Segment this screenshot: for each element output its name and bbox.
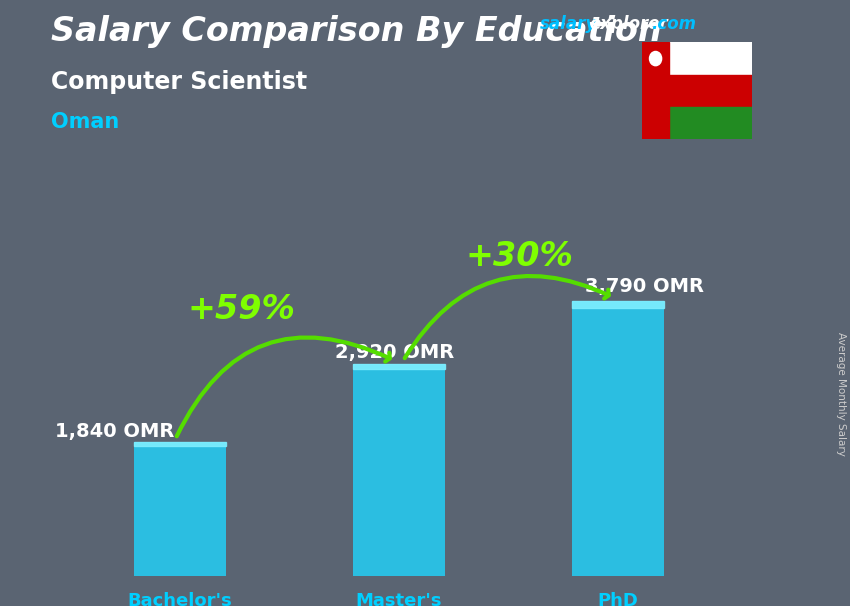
Text: Computer Scientist: Computer Scientist <box>51 70 307 94</box>
Bar <box>642 75 752 107</box>
Bar <box>642 107 752 139</box>
Bar <box>353 364 445 576</box>
Text: +30%: +30% <box>465 241 573 273</box>
Bar <box>134 442 226 576</box>
Bar <box>572 301 664 576</box>
Text: Salary Comparison By Education: Salary Comparison By Education <box>51 15 661 48</box>
Text: Average Monthly Salary: Average Monthly Salary <box>836 332 846 456</box>
Bar <box>642 42 752 75</box>
Text: 2,920 OMR: 2,920 OMR <box>335 344 454 362</box>
Text: salary: salary <box>540 15 597 33</box>
Bar <box>642 42 670 139</box>
Bar <box>134 442 226 445</box>
Bar <box>572 301 664 308</box>
Circle shape <box>649 52 661 65</box>
Text: Oman: Oman <box>51 112 119 132</box>
Text: explorer: explorer <box>589 15 668 33</box>
Bar <box>353 364 445 370</box>
Text: 1,840 OMR: 1,840 OMR <box>54 422 174 441</box>
Text: 3,790 OMR: 3,790 OMR <box>585 277 704 296</box>
Text: .com: .com <box>651 15 696 33</box>
Text: +59%: +59% <box>187 293 295 326</box>
